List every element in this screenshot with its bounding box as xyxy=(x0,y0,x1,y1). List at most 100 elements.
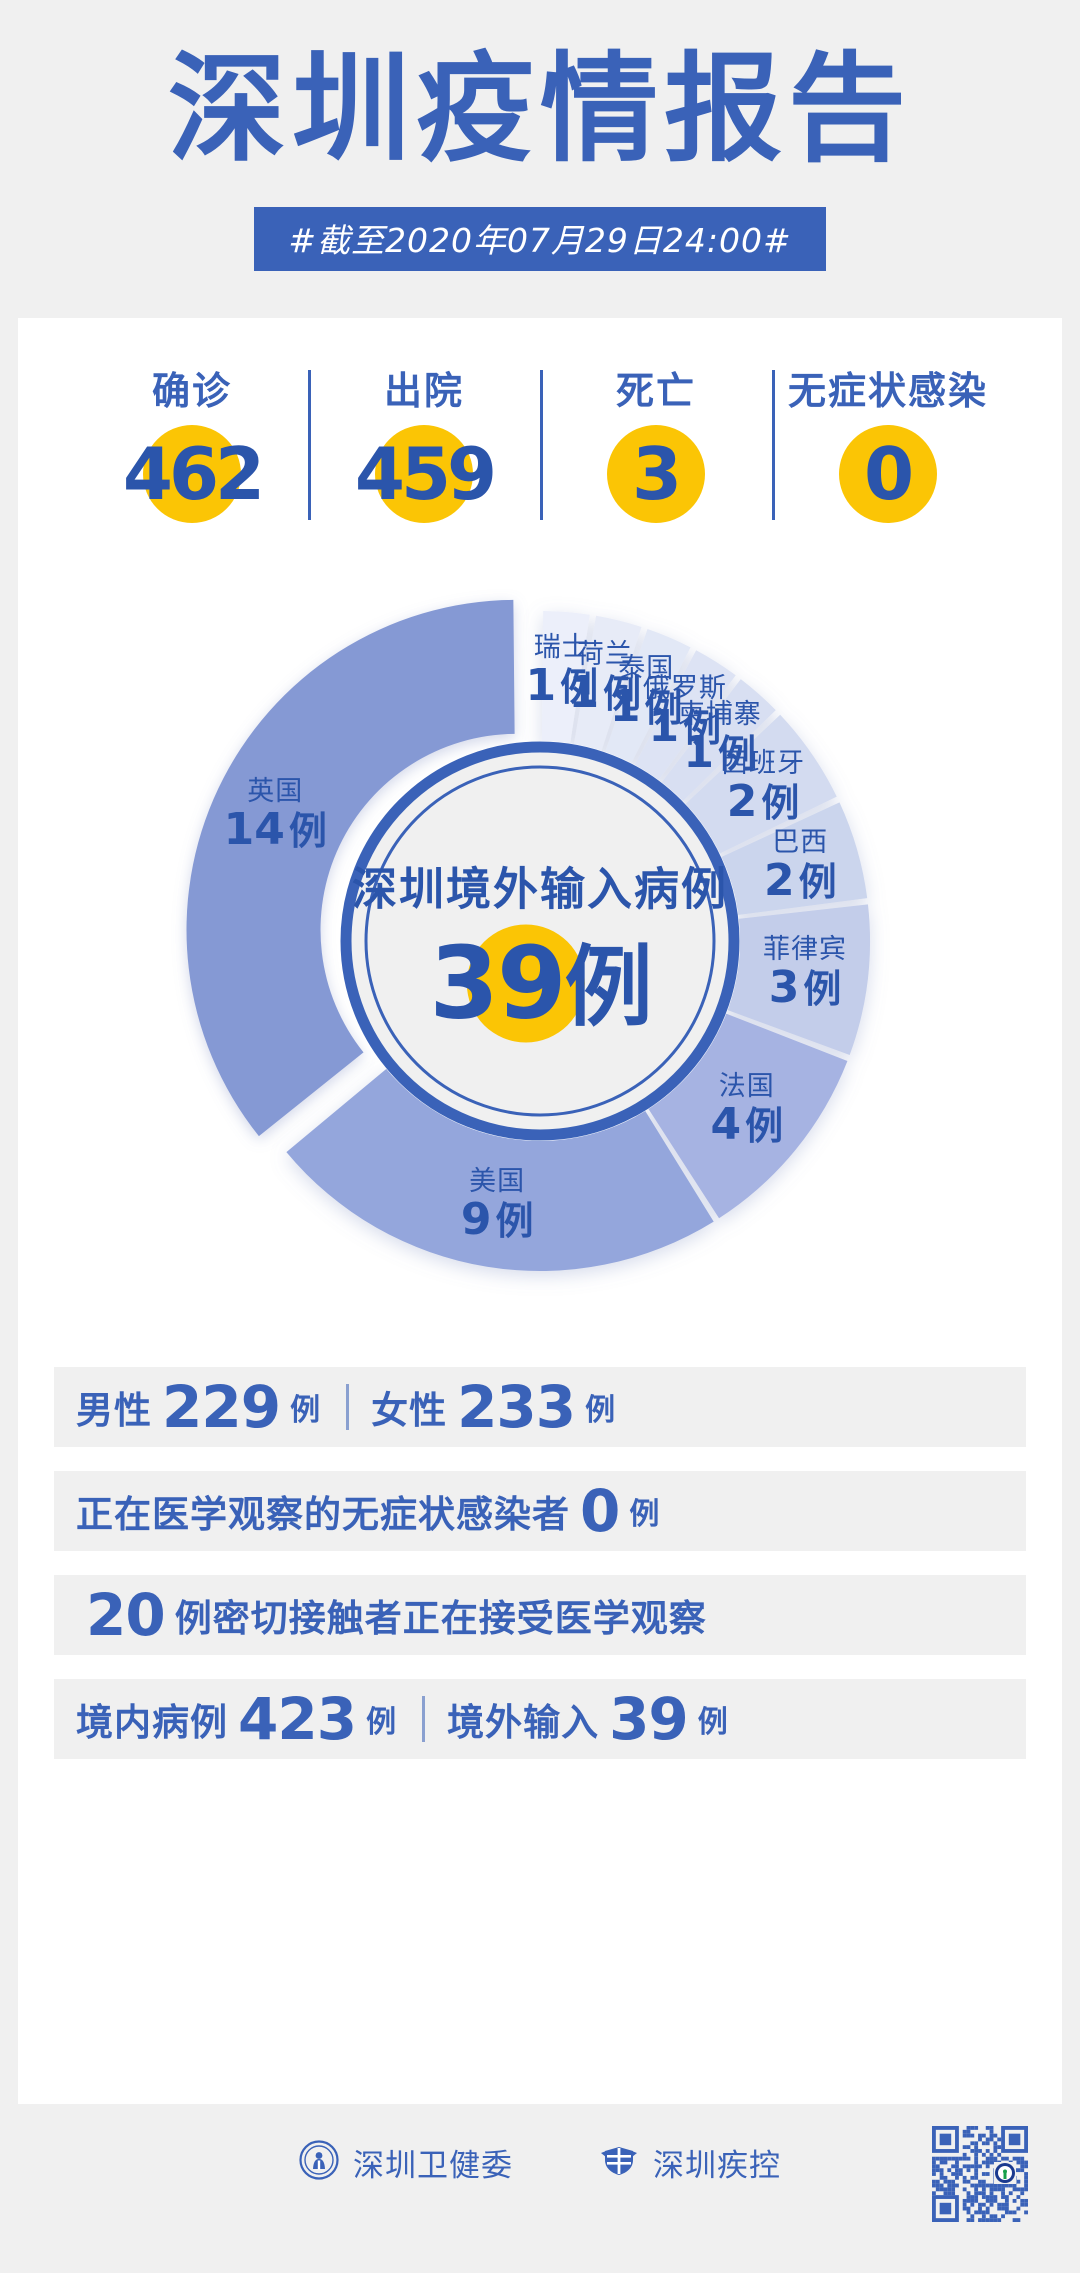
donut-center-total: 39例 xyxy=(310,924,770,1043)
donut-label-柬埔寨: 柬埔寨 1 例 xyxy=(678,701,762,775)
donut-label-法国: 法国 4 例 xyxy=(710,1073,783,1147)
bar-value: 233 xyxy=(457,1373,576,1441)
donut-slice-英国[interactable] xyxy=(186,599,515,1137)
donut-label-country: 俄罗斯 xyxy=(642,672,727,704)
bar-text: 境内病例 xyxy=(76,1701,228,1744)
page-title: 深圳疫情报告 xyxy=(167,40,912,178)
bar-unit: 例 xyxy=(290,1393,321,1428)
info-bar-domestic-imported: 境内病例 423 例境外输入 39 例 xyxy=(54,1679,1026,1759)
stat-discharged: 出院 459 xyxy=(308,360,540,523)
stat-value: 462 xyxy=(122,432,265,516)
donut-label-country: 荷兰 xyxy=(576,638,633,670)
cdc-shield-icon xyxy=(599,2140,639,2185)
donut-total-number: 39 xyxy=(429,924,566,1042)
bar-text: 男性 xyxy=(76,1389,152,1432)
donut-label-unit: 例 xyxy=(495,1198,534,1243)
donut-label-荷兰: 荷兰 1 例 xyxy=(569,641,642,715)
donut-label-unit: 例 xyxy=(560,664,599,709)
bar-unit: 例 xyxy=(697,1705,728,1740)
stat-bubble: 3 xyxy=(607,425,705,523)
bar-divider xyxy=(346,1384,350,1430)
bar-value: 423 xyxy=(238,1685,357,1753)
stat-bubble: 0 xyxy=(839,425,937,523)
stat-label: 无症状感染 xyxy=(787,369,988,413)
stat-label: 出院 xyxy=(383,369,464,413)
brand-label: 深圳卫健委 xyxy=(353,2148,513,2184)
donut-label-country: 巴西 xyxy=(772,826,829,858)
stat-asymptomatic: 无症状感染 0 xyxy=(772,360,1004,523)
qr-code-icon[interactable] xyxy=(932,2126,1028,2222)
donut-label-unit: 例 xyxy=(718,732,757,777)
donut-label-巴西: 巴西 2 例 xyxy=(764,829,837,903)
donut-label-unit: 例 xyxy=(644,685,683,730)
donut-slice-瑞士[interactable] xyxy=(541,611,590,748)
bar-unit: 例 xyxy=(629,1497,660,1532)
bar-unit: 例 xyxy=(366,1705,397,1740)
donut-slice-俄罗斯[interactable] xyxy=(632,650,736,784)
bar-value: 20 xyxy=(86,1581,166,1649)
info-bar-asymptomatic-observation: 正在医学观察的无症状感染者 0 例 xyxy=(54,1471,1026,1551)
donut-label-unit: 例 xyxy=(683,705,722,750)
donut-label-泰国: 泰国 1 例 xyxy=(610,655,683,729)
donut-slice-巴西[interactable] xyxy=(717,802,868,916)
donut-slice-菲律宾[interactable] xyxy=(723,904,871,1056)
stat-bubble: 462 xyxy=(123,425,265,523)
stat-value: 3 xyxy=(631,432,682,516)
donut-label-unit: 例 xyxy=(745,1103,784,1148)
stat-deaths: 死亡 3 xyxy=(540,360,772,523)
donut-label-country: 菲律宾 xyxy=(763,934,848,966)
donut-label-unit: 例 xyxy=(603,671,642,716)
subtitle-container: #截至2020年07月29日24:00# xyxy=(0,207,1080,272)
info-bar-gender: 男性 229 例 女性 233 例 xyxy=(54,1367,1026,1447)
donut-label-美国: 美国 9 例 xyxy=(461,1168,534,1242)
bar-text: 例密切接触者正在接受医学观察 xyxy=(174,1597,707,1640)
donut-slice-美国[interactable] xyxy=(286,1066,714,1271)
bar-text: 女性 xyxy=(371,1389,448,1432)
donut-total-text: 39例 xyxy=(310,931,770,1040)
info-bar-close-contacts: 20 例密切接触者正在接受医学观察 xyxy=(54,1575,1026,1655)
donut-slice-西班牙[interactable] xyxy=(682,714,837,856)
donut-label-西班牙: 西班牙 2 例 xyxy=(721,750,805,824)
stat-value: 459 xyxy=(354,432,497,516)
brand-cdc: 深圳疾控 xyxy=(599,2140,781,2185)
donut-label-unit: 例 xyxy=(803,967,842,1012)
brand-label: 深圳疾控 xyxy=(653,2148,781,2184)
stat-confirmed: 确诊 462 xyxy=(76,360,308,523)
header: 深圳疫情报告 #截至2020年07月29日24:00# xyxy=(0,0,1080,272)
bar-divider xyxy=(422,1696,426,1742)
donut-slice-荷兰[interactable] xyxy=(573,615,642,755)
donut-label-country: 西班牙 xyxy=(721,748,806,780)
donut-label-unit: 例 xyxy=(798,859,837,904)
donut-label-country: 美国 xyxy=(469,1165,526,1197)
donut-center: 深圳境外输入病例 39例 xyxy=(310,853,770,1043)
donut-label-country: 泰国 xyxy=(618,652,675,684)
summary-stats: 确诊 462 出院 459 死亡 3 无症状感染 0 xyxy=(18,318,1062,523)
donut-label-英国: 英国 14 例 xyxy=(224,778,327,852)
stat-label: 确诊 xyxy=(151,369,232,413)
donut-slice-柬埔寨[interactable] xyxy=(659,679,776,804)
donut-label-unit: 例 xyxy=(761,781,800,826)
donut-label-country: 英国 xyxy=(247,776,304,808)
footer: 深圳卫健委 深圳疾控 xyxy=(0,2122,1080,2242)
donut-label-unit: 例 xyxy=(288,809,327,854)
main-card: 确诊 462 出院 459 死亡 3 无症状感染 0 xyxy=(18,318,1062,2104)
stat-bubble: 459 xyxy=(355,425,497,523)
report-timestamp: #截至2020年07月29日24:00# xyxy=(254,207,826,272)
bar-value: 0 xyxy=(580,1477,620,1545)
donut-label-俄罗斯: 俄罗斯 1 例 xyxy=(643,675,727,749)
donut-slice-泰国[interactable] xyxy=(603,629,691,767)
donut-label-country: 柬埔寨 xyxy=(677,699,762,731)
donut-label-瑞士: 瑞士 1 例 xyxy=(525,634,598,708)
donut-center-title: 深圳境外输入病例 xyxy=(351,862,728,916)
bar-value: 229 xyxy=(162,1373,281,1441)
donut-label-count: 14 例 xyxy=(223,804,327,856)
